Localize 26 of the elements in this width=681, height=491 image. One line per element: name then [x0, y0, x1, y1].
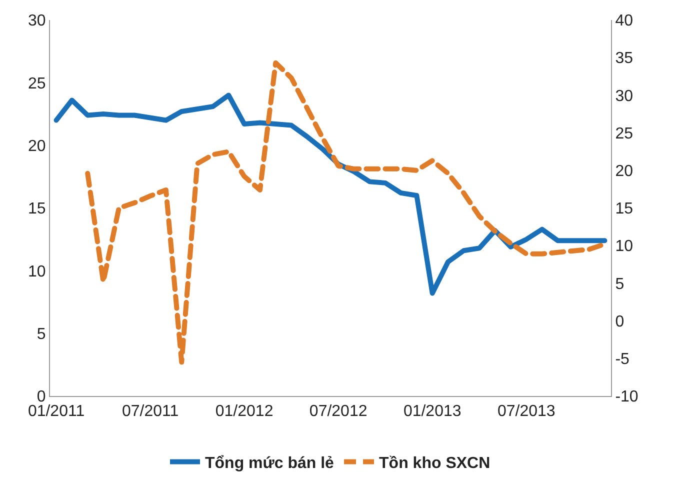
y2-tick-label: 35: [615, 50, 634, 68]
x-tick-label: 07/2012: [309, 403, 368, 420]
y2-tick-label: -10: [615, 388, 638, 406]
y2-tick-label: 40: [615, 12, 634, 30]
y-tick-label: 0: [36, 388, 46, 406]
y-tick-label: 25: [28, 75, 46, 92]
x-tick-label: 01/2012: [215, 403, 274, 420]
x-tick-label: 01/2011: [28, 403, 85, 420]
y2-tick-label: -5: [615, 351, 630, 368]
y-tick-label: 20: [28, 138, 46, 155]
y-tick-label: 15: [28, 200, 46, 218]
y-tick-label: 30: [28, 12, 46, 30]
y2-tick-label: 20: [615, 163, 634, 180]
x-tick-label: 07/2013: [497, 403, 556, 420]
y2-tick-label: 25: [615, 125, 634, 142]
x-tick-label: 07/2011: [122, 403, 179, 420]
legend-label: Tổng mức bán lẻ: [205, 455, 334, 472]
y-tick-label: 10: [28, 263, 46, 280]
y-tick-label: 5: [36, 326, 46, 343]
legend-label: Tồn kho SXCN: [379, 455, 490, 472]
y2-tick-label: 0: [615, 313, 624, 330]
y2-tick-label: 15: [615, 200, 634, 218]
x-tick-label: 01/2013: [403, 403, 462, 420]
y2-tick-label: 10: [615, 238, 634, 256]
y2-tick-label: 5: [615, 276, 624, 293]
y2-tick-label: 30: [615, 88, 634, 105]
